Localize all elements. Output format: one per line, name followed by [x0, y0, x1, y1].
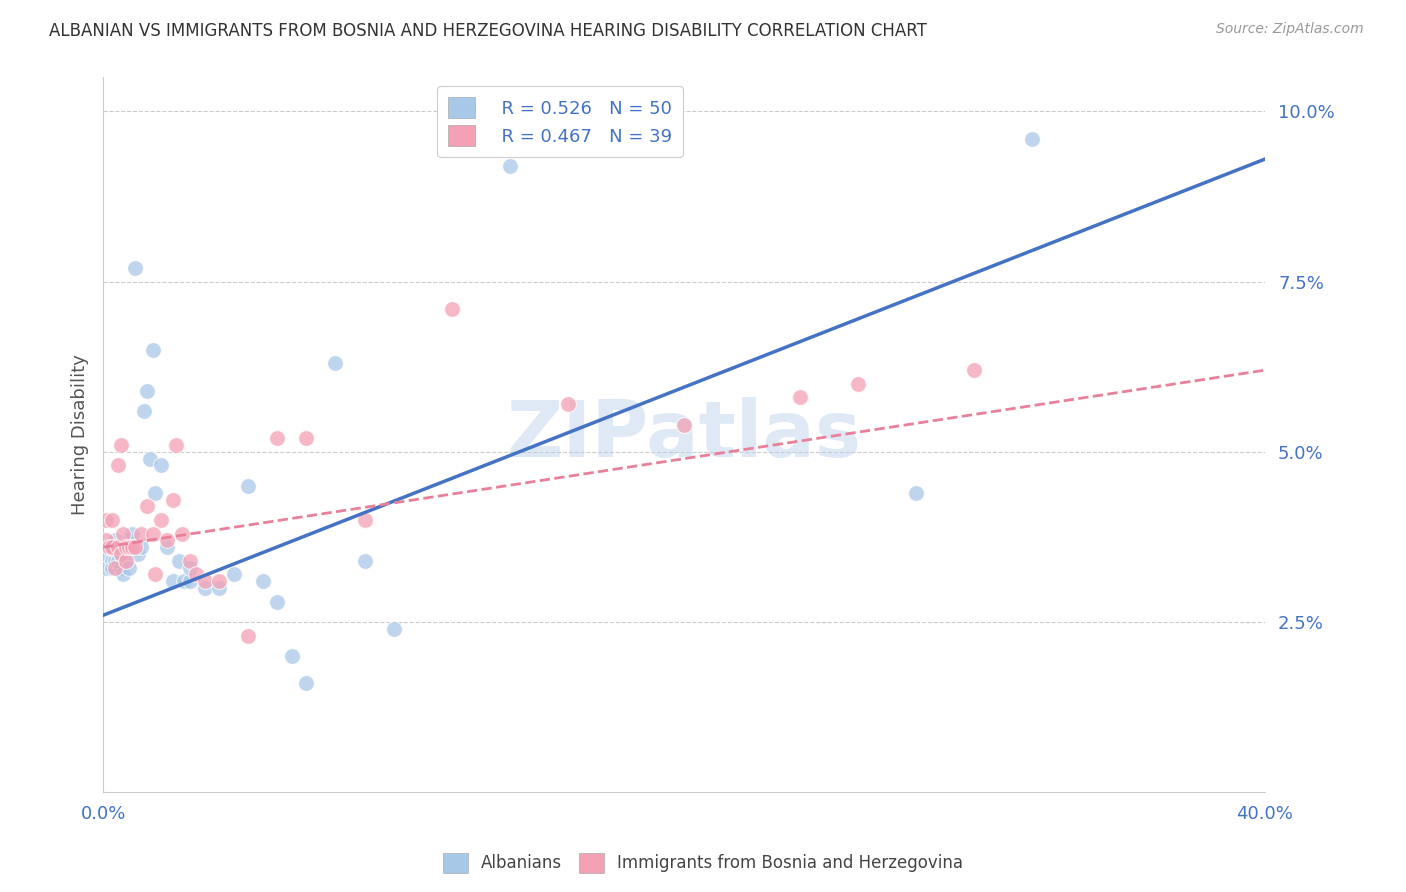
Point: [118, 560, 141, 574]
Point: [156, 533, 179, 548]
Point: [94, 513, 117, 527]
Point: [141, 526, 163, 541]
Point: [184, 567, 207, 582]
Point: [135, 384, 157, 398]
Point: [112, 567, 135, 582]
Point: [222, 567, 245, 582]
Point: [141, 343, 163, 357]
Point: [118, 533, 141, 548]
Point: [107, 540, 129, 554]
Y-axis label: Hearing Disability: Hearing Disability: [72, 354, 89, 516]
Point: [179, 554, 201, 568]
Point: [101, 540, 124, 554]
Point: [124, 261, 146, 276]
Point: [238, 479, 260, 493]
Point: [129, 526, 152, 541]
Point: [101, 540, 124, 554]
Point: [110, 560, 132, 574]
Point: [101, 554, 124, 568]
Point: [194, 574, 217, 589]
Point: [167, 554, 190, 568]
Point: [194, 581, 217, 595]
Point: [963, 363, 986, 377]
Point: [104, 533, 127, 548]
Point: [150, 458, 173, 473]
Point: [138, 451, 160, 466]
Point: [129, 540, 152, 554]
Text: ALBANIAN VS IMMIGRANTS FROM BOSNIA AND HERZEGOVINA HEARING DISABILITY CORRELATIO: ALBANIAN VS IMMIGRANTS FROM BOSNIA AND H…: [49, 22, 927, 40]
Point: [145, 567, 167, 582]
Point: [208, 574, 231, 589]
Point: [208, 581, 231, 595]
Point: [107, 547, 129, 561]
Point: [145, 485, 167, 500]
Point: [325, 356, 347, 370]
Point: [156, 540, 179, 554]
Point: [846, 376, 869, 391]
Legend: Albanians, Immigrants from Bosnia and Herzegovina: Albanians, Immigrants from Bosnia and He…: [436, 847, 970, 880]
Point: [97, 540, 120, 554]
Point: [135, 500, 157, 514]
Point: [179, 560, 201, 574]
Point: [110, 438, 132, 452]
Point: [121, 540, 143, 554]
Point: [97, 540, 120, 554]
Point: [672, 417, 695, 432]
Point: [94, 547, 117, 561]
Point: [295, 431, 318, 445]
Point: [266, 431, 288, 445]
Legend:   R = 0.526   N = 50,   R = 0.467   N = 39: R = 0.526 N = 50, R = 0.467 N = 39: [437, 87, 683, 157]
Point: [115, 547, 138, 561]
Point: [110, 547, 132, 561]
Point: [94, 560, 117, 574]
Point: [115, 554, 138, 568]
Point: [440, 301, 463, 316]
Point: [382, 622, 405, 636]
Point: [101, 513, 124, 527]
Point: [905, 485, 928, 500]
Point: [557, 397, 579, 411]
Point: [121, 540, 143, 554]
Point: [295, 676, 318, 690]
Point: [162, 492, 184, 507]
Point: [150, 513, 173, 527]
Point: [499, 159, 522, 173]
Point: [179, 574, 201, 589]
Point: [266, 595, 288, 609]
Point: [1021, 132, 1043, 146]
Point: [127, 547, 149, 561]
Point: [132, 404, 155, 418]
Point: [107, 458, 129, 473]
Point: [789, 391, 811, 405]
Point: [238, 629, 260, 643]
Point: [115, 554, 138, 568]
Point: [112, 526, 135, 541]
Point: [121, 526, 143, 541]
Point: [173, 574, 195, 589]
Point: [104, 560, 127, 574]
Point: [112, 540, 135, 554]
Point: [252, 574, 274, 589]
Point: [124, 540, 146, 554]
Point: [353, 513, 375, 527]
Point: [165, 438, 187, 452]
Point: [115, 540, 138, 554]
Text: ZIPatlas: ZIPatlas: [506, 397, 862, 473]
Point: [104, 554, 127, 568]
Point: [162, 574, 184, 589]
Point: [94, 533, 117, 548]
Point: [107, 554, 129, 568]
Text: Source: ZipAtlas.com: Source: ZipAtlas.com: [1216, 22, 1364, 37]
Point: [118, 540, 141, 554]
Point: [281, 649, 304, 664]
Point: [110, 547, 132, 561]
Point: [353, 554, 375, 568]
Point: [170, 526, 193, 541]
Point: [107, 540, 129, 554]
Point: [101, 560, 124, 574]
